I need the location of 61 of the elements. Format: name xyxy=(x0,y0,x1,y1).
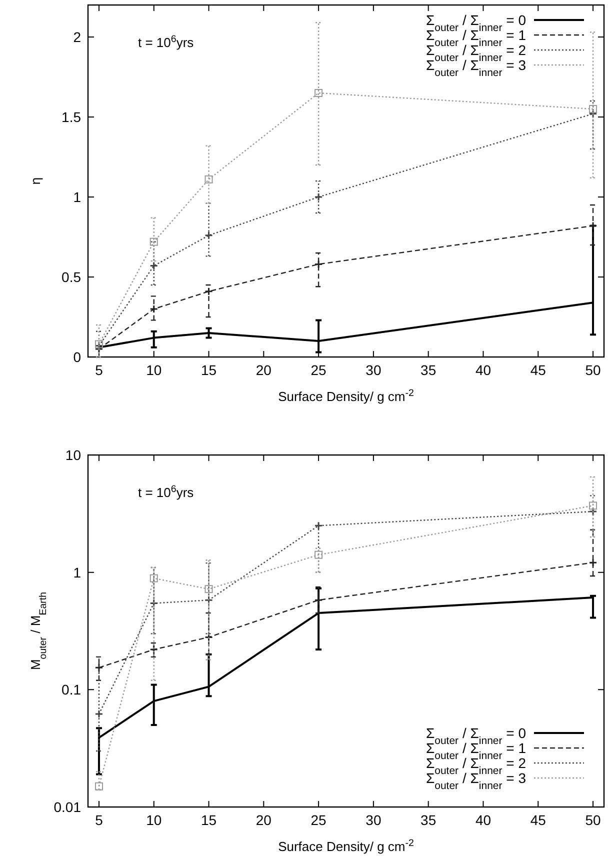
annotation: t = 10$^{6}$yrs xyxy=(138,34,194,50)
x-tick-label: 25 xyxy=(310,362,327,378)
point xyxy=(150,645,158,654)
x-tick-label: 10 xyxy=(146,812,162,828)
point xyxy=(150,304,158,314)
x-axis-title: Surface Density/ g cm$^{-2}$ xyxy=(278,388,414,404)
x-tick-label: 30 xyxy=(366,812,382,828)
x-tick-label: 15 xyxy=(200,812,217,828)
point xyxy=(204,287,214,296)
point xyxy=(588,110,598,118)
x-tick-label: 25 xyxy=(310,812,327,828)
point xyxy=(204,231,214,240)
point xyxy=(588,222,598,230)
point xyxy=(588,558,598,567)
y-tick-label: 0.1 xyxy=(62,682,82,698)
point xyxy=(589,105,598,113)
x-tick-label: 40 xyxy=(475,812,492,828)
annotation: t = 10$^{6}$yrs xyxy=(138,484,194,500)
point xyxy=(588,507,598,516)
y-axis-title: η xyxy=(28,177,43,185)
x-tick-label: 5 xyxy=(95,362,104,378)
x-tick-label: 50 xyxy=(585,812,602,828)
point xyxy=(204,585,213,594)
x-tick-label: 20 xyxy=(256,812,272,828)
y-tick-label: 0.01 xyxy=(54,799,82,815)
y-tick-label: 0 xyxy=(73,349,82,365)
y-tick-label: 10 xyxy=(65,447,82,463)
x-tick-label: 10 xyxy=(146,362,162,378)
point xyxy=(94,782,103,790)
point xyxy=(150,599,158,608)
point xyxy=(204,596,214,604)
y-tick-label: 1 xyxy=(73,189,82,205)
x-tick-label: 30 xyxy=(366,362,382,378)
point xyxy=(314,89,323,97)
x-tick-label: 20 xyxy=(256,362,272,378)
point xyxy=(314,550,323,559)
y-tick-label: 1.5 xyxy=(62,109,82,125)
point xyxy=(204,175,213,184)
point xyxy=(150,262,158,270)
x-tick-label: 35 xyxy=(420,362,436,378)
point xyxy=(314,260,323,268)
point xyxy=(314,192,323,202)
x-tick-label: 35 xyxy=(420,812,436,828)
point xyxy=(589,502,598,510)
y-tick-label: 2 xyxy=(73,29,82,45)
x-tick-label: 50 xyxy=(585,362,602,378)
x-tick-label: 15 xyxy=(200,362,217,378)
point xyxy=(94,710,104,718)
point xyxy=(94,663,104,672)
point xyxy=(150,238,158,246)
point xyxy=(204,632,214,642)
point xyxy=(150,574,158,582)
x-tick-label: 40 xyxy=(475,362,492,378)
x-tick-label: 45 xyxy=(530,812,546,828)
y-tick-label: 0.5 xyxy=(62,269,82,285)
point xyxy=(314,521,323,530)
y-tick-label: 1 xyxy=(73,564,82,580)
point xyxy=(314,596,323,604)
x-tick-label: 45 xyxy=(530,362,546,378)
x-axis-title: Surface Density/ g cm$^{-2}$ xyxy=(278,838,414,854)
x-tick-label: 5 xyxy=(95,812,104,828)
